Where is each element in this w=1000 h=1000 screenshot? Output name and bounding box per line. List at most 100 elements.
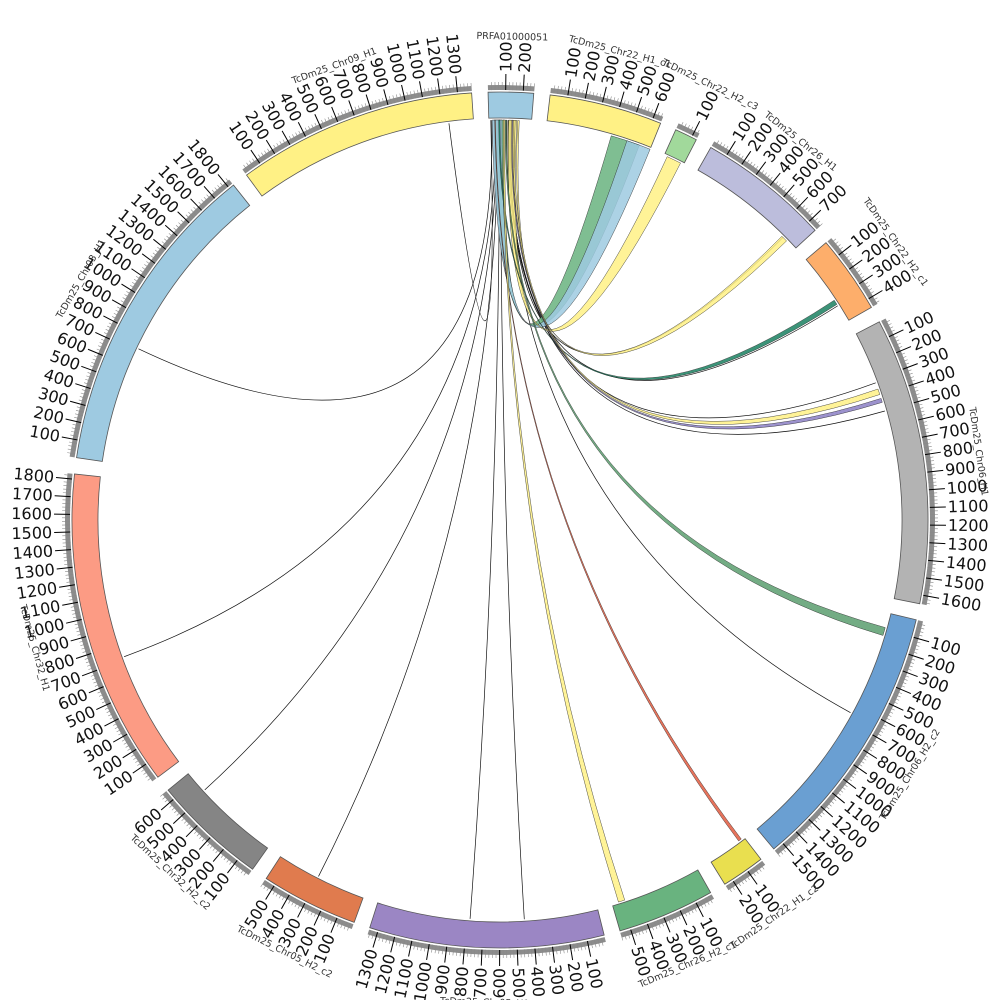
minor-tick: [894, 346, 903, 350]
minor-tick: [201, 835, 208, 842]
minor-tick: [870, 297, 878, 303]
minor-tick: [85, 659, 94, 664]
link-4: [318, 120, 499, 877]
minor-tick: [541, 947, 544, 956]
tick-band-TcDm25_Chr05_H1: [367, 929, 606, 955]
minor-tick: [882, 715, 890, 721]
minor-tick: [650, 922, 654, 931]
major-tick: [55, 549, 72, 552]
minor-tick: [470, 949, 472, 958]
major-tick: [104, 718, 119, 727]
minor-tick: [732, 151, 738, 159]
minor-tick: [141, 766, 149, 772]
minor-tick: [727, 884, 732, 892]
minor-tick: [310, 907, 315, 916]
minor-tick: [98, 345, 106, 350]
minor-tick: [198, 201, 205, 209]
minor-tick: [919, 424, 928, 428]
minor-tick: [186, 820, 193, 827]
tick-label: 1400: [12, 541, 54, 563]
minor-tick: [168, 233, 176, 239]
tick-label: 1800: [13, 464, 55, 487]
minor-tick: [382, 98, 385, 106]
minor-tick: [799, 205, 806, 212]
minor-tick: [154, 249, 162, 256]
major-tick: [695, 902, 704, 918]
minor-tick: [545, 947, 547, 956]
minor-tick: [679, 121, 684, 130]
minor-tick: [169, 802, 176, 808]
major-tick: [437, 78, 441, 95]
major-tick: [111, 299, 127, 309]
minor-tick: [358, 105, 362, 114]
minor-tick: [791, 197, 798, 205]
major-tick: [741, 150, 752, 165]
major-tick: [217, 174, 229, 188]
minor-tick: [891, 339, 900, 344]
minor-tick: [851, 767, 859, 773]
minor-tick: [780, 188, 787, 195]
minor-tick: [87, 663, 95, 667]
tick-label: 400: [527, 966, 548, 998]
minor-tick: [65, 573, 74, 576]
minor-tick: [560, 86, 563, 95]
minor-tick: [660, 918, 664, 927]
minor-tick: [847, 773, 855, 779]
minor-tick: [304, 904, 309, 913]
minor-tick: [337, 919, 341, 927]
major-tick: [831, 792, 845, 804]
minor-tick: [327, 117, 332, 125]
minor-tick: [441, 946, 444, 955]
major-tick: [65, 619, 82, 624]
minor-tick: [71, 427, 80, 430]
minor-tick: [884, 323, 892, 328]
minor-tick: [744, 873, 750, 881]
minor-tick: [829, 795, 837, 801]
minor-tick: [324, 118, 329, 127]
minor-tick: [413, 90, 416, 99]
ribbons-layer: [491, 119, 886, 903]
minor-tick: [89, 365, 98, 369]
minor-tick: [72, 612, 81, 615]
minor-tick: [772, 181, 779, 188]
minor-tick: [100, 338, 109, 343]
minor-tick: [246, 162, 252, 170]
minor-tick: [865, 746, 873, 752]
minor-tick: [146, 261, 154, 267]
minor-tick: [750, 869, 756, 876]
minor-tick: [183, 817, 191, 824]
major-tick: [646, 923, 654, 940]
minor-tick: [389, 96, 392, 105]
minor-tick: [882, 320, 890, 325]
segment-TcDm25_Chr22_H2_c3: [664, 129, 697, 164]
minor-tick: [448, 947, 451, 956]
minor-tick: [923, 591, 932, 594]
minor-tick: [399, 938, 402, 947]
major-tick: [872, 734, 887, 744]
tick-label: 200: [515, 42, 536, 74]
minor-tick: [378, 98, 382, 107]
minor-tick: [417, 89, 420, 98]
major-tick: [480, 949, 483, 966]
minor-tick: [788, 195, 795, 202]
minor-tick: [223, 853, 230, 861]
link-5: [469, 119, 500, 919]
major-tick: [56, 566, 73, 570]
minor-tick: [893, 693, 901, 698]
minor-tick: [927, 474, 936, 476]
major-tick: [212, 848, 224, 862]
minor-tick: [777, 848, 784, 855]
minor-tick: [927, 563, 936, 566]
major-tick: [913, 397, 930, 404]
major-tick: [313, 910, 322, 926]
minor-tick: [75, 410, 84, 413]
minor-tick: [594, 939, 597, 948]
minor-tick: [901, 362, 910, 367]
minor-tick: [744, 159, 750, 167]
minor-tick: [689, 126, 694, 135]
major-tick: [586, 940, 592, 957]
major-tick: [62, 601, 79, 606]
minor-tick: [612, 97, 616, 106]
minor-tick: [633, 928, 637, 937]
minor-tick: [291, 898, 296, 906]
